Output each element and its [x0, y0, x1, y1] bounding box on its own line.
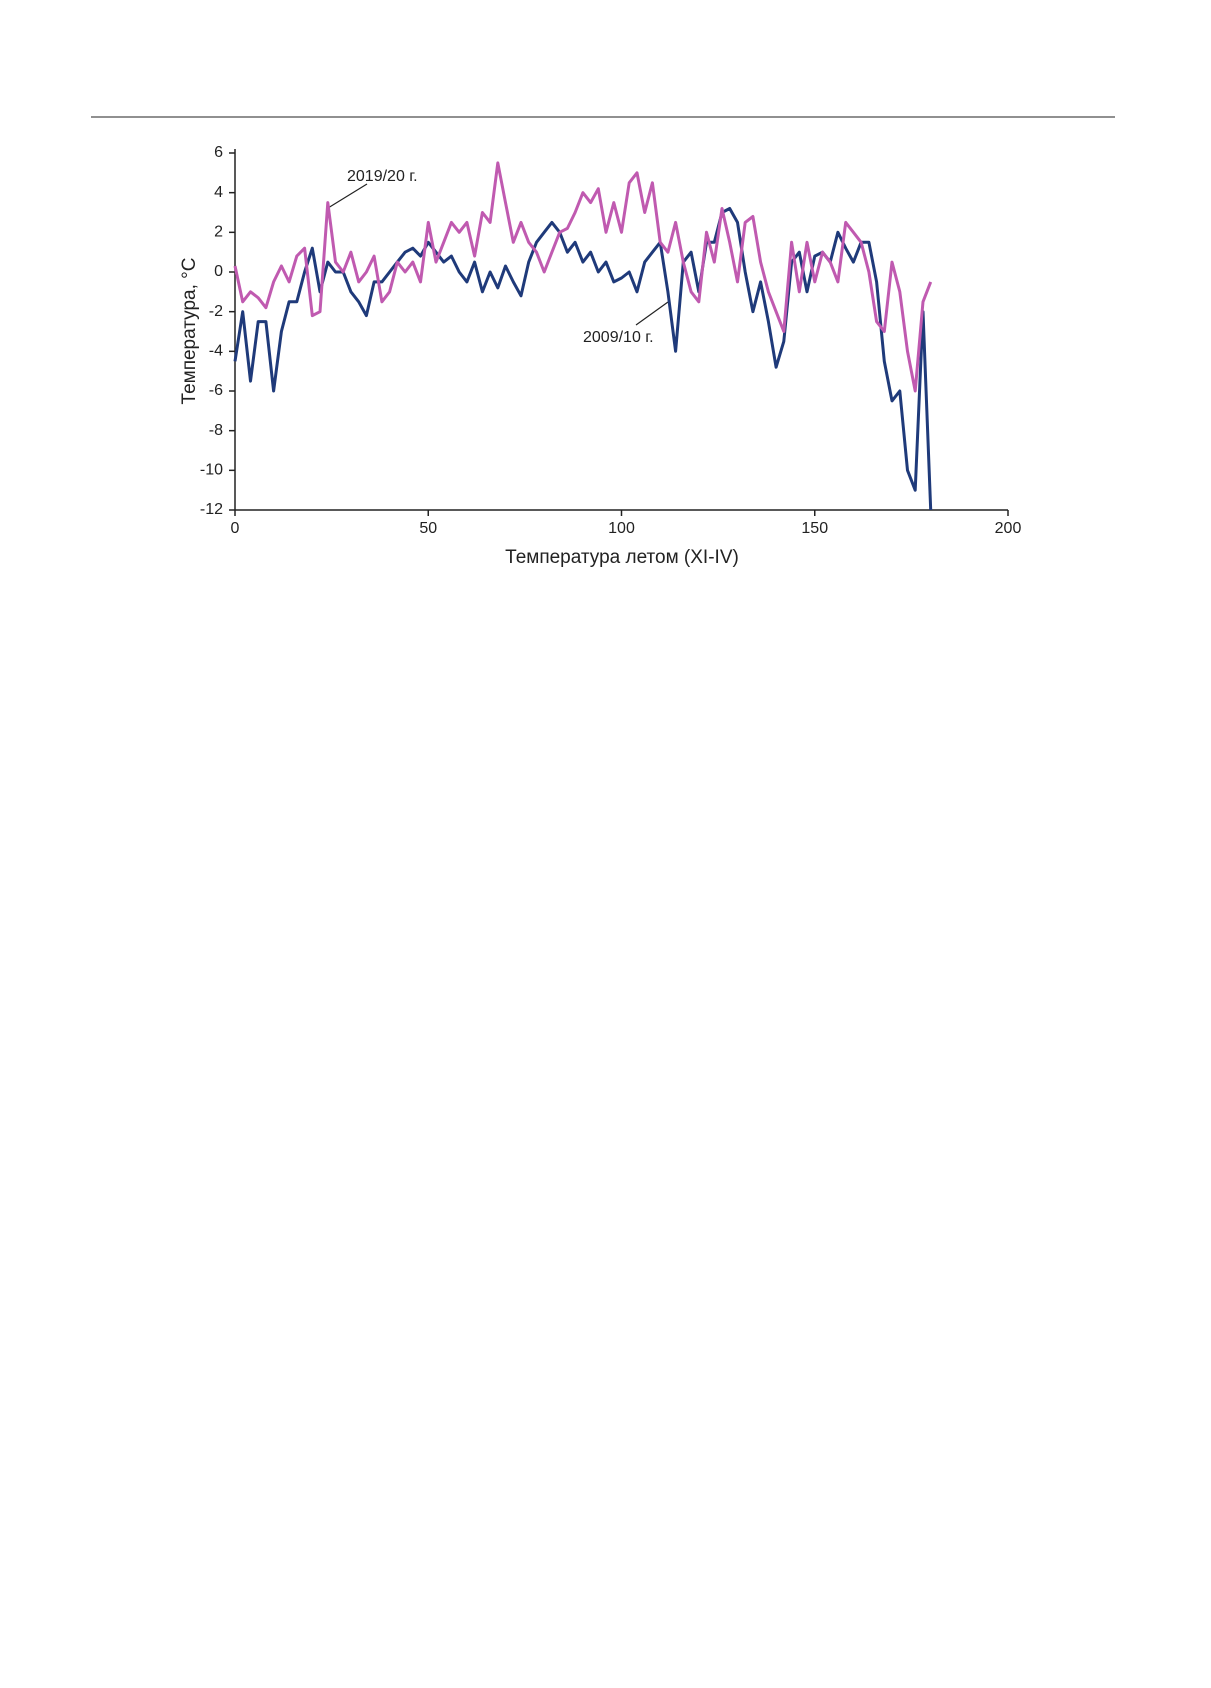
annotation-leader [327, 183, 368, 209]
x-tick-label: 200 [995, 520, 1022, 537]
x-tick-label: 150 [801, 520, 828, 537]
y-tick-label: -2 [209, 303, 223, 320]
line-series [233, 207, 933, 511]
x-axis-title: Температура летом (XI-IV) [505, 547, 739, 568]
y-tick-label: -8 [209, 422, 223, 439]
y-tick-label: 2 [214, 224, 223, 241]
annotation: 2019/20 г. [347, 168, 418, 185]
y-tick-label: 0 [214, 263, 223, 280]
annotation: 2009/10 г. [583, 329, 654, 346]
y-tick-label: -12 [200, 501, 223, 518]
y-tick-label: 6 [214, 144, 223, 161]
x-tick-label: 100 [608, 520, 635, 537]
y-tick-label: -4 [209, 343, 223, 360]
y-tick-label: 4 [214, 184, 223, 201]
x-tick-label: 50 [419, 520, 437, 537]
y-tick-label: -10 [200, 462, 223, 479]
annotation-leader [635, 301, 669, 326]
line-series [233, 161, 933, 393]
y-axis-title: Температура, °С [179, 258, 200, 405]
y-tick-label: -6 [209, 382, 223, 399]
x-tick-label: 0 [231, 520, 240, 537]
